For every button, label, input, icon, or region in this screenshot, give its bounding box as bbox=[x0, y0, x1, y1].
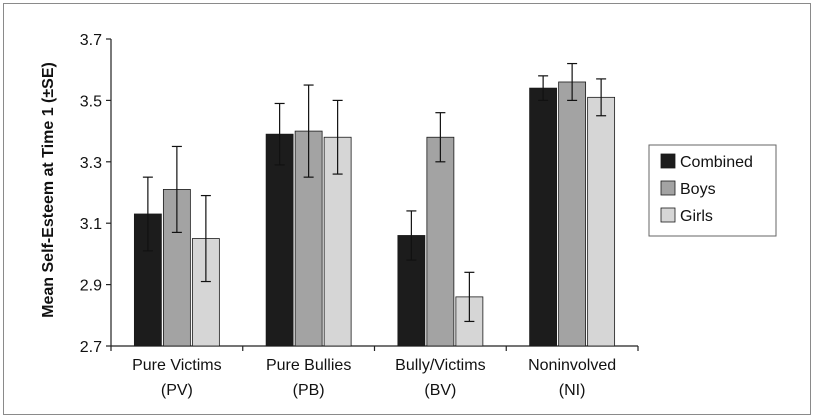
legend: Combined Boys Girls bbox=[648, 144, 777, 237]
y-axis-label: Mean Self-Esteem at Time 1 (±SE) bbox=[40, 62, 57, 318]
x-axis-labels: Pure Victims (PV) Pure Bullies (PB) Bully/Vi… bbox=[132, 357, 616, 399]
legend-label-boys: Boys bbox=[680, 181, 716, 198]
bar-combined-2 bbox=[265, 133, 294, 347]
legend-label-combined: Combined bbox=[680, 154, 753, 171]
x-category-label: Pure Bullies bbox=[266, 357, 351, 374]
y-axis-label-group: Mean Self-Esteem at Time 1 (±SE) bbox=[40, 62, 57, 318]
x-category-abbrev: (PV) bbox=[161, 382, 193, 399]
legend-label-girls: Girls bbox=[680, 208, 713, 225]
x-category-abbrev: (BV) bbox=[424, 382, 456, 399]
legend-swatch-girls bbox=[660, 207, 676, 223]
bar-boys-3 bbox=[426, 136, 455, 347]
bar-boys-4 bbox=[558, 81, 587, 347]
legend-swatch-boys bbox=[660, 180, 676, 196]
y-tick-label: 2.7 bbox=[80, 339, 102, 356]
x-category-abbrev: (PB) bbox=[293, 382, 325, 399]
x-category-label: Pure Victims bbox=[132, 357, 222, 374]
y-tick-label: 2.9 bbox=[80, 278, 102, 295]
y-tick-label: 3.5 bbox=[80, 93, 102, 110]
legend-swatch-combined bbox=[660, 153, 676, 169]
x-category-label: Noninvolved bbox=[528, 357, 616, 374]
y-tick-label: 3.3 bbox=[80, 155, 102, 172]
bar-combined-4 bbox=[529, 87, 558, 347]
y-tick-label: 3.7 bbox=[80, 32, 102, 49]
error-bars bbox=[142, 62, 607, 323]
bar-girls-4 bbox=[587, 96, 616, 347]
y-tick-label: 3.1 bbox=[80, 216, 102, 233]
x-category-label: Bully/Victims bbox=[395, 357, 485, 374]
x-category-abbrev: (NI) bbox=[559, 382, 586, 399]
